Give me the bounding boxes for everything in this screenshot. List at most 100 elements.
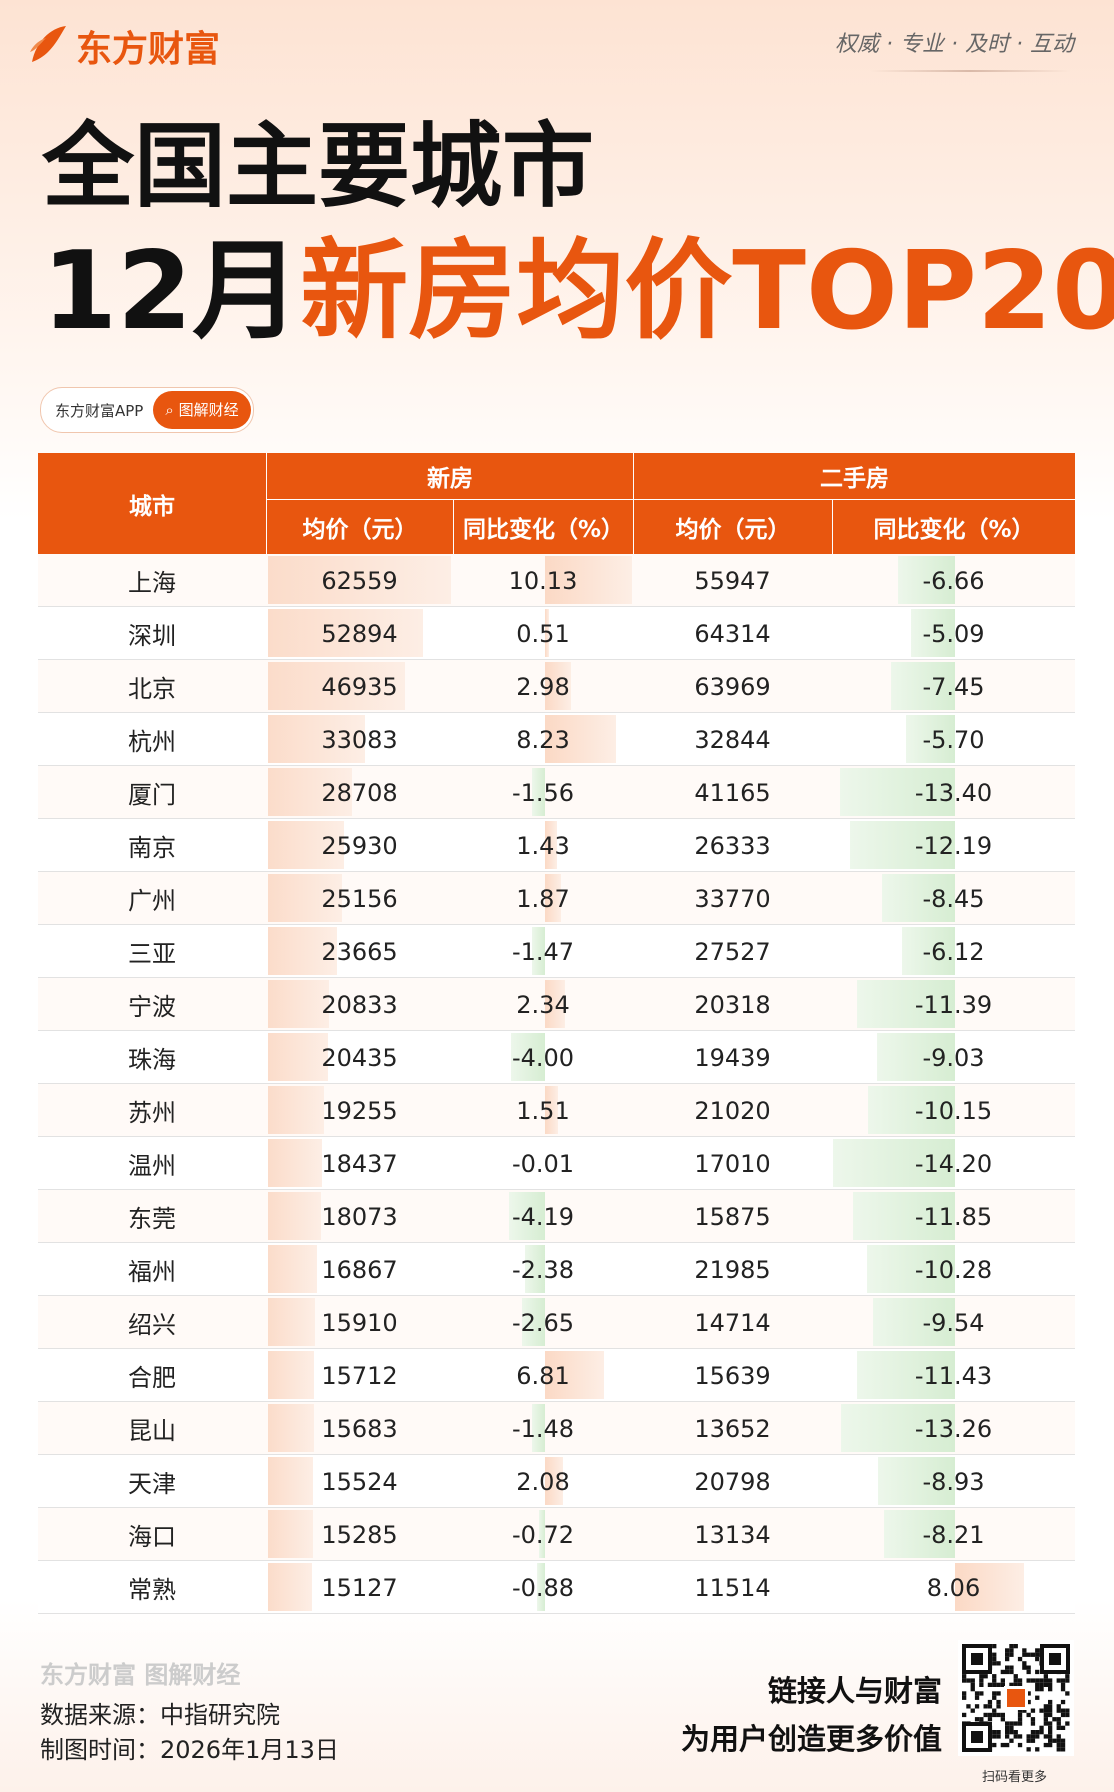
qr-module <box>1009 1644 1014 1649</box>
qr-module <box>1030 1708 1036 1713</box>
yoy-bar <box>839 768 955 816</box>
qr-module <box>1056 1747 1061 1752</box>
yoy-bar <box>531 768 545 816</box>
qr-module <box>1030 1652 1036 1657</box>
price-bar <box>268 1457 314 1505</box>
qr-module <box>1017 1742 1023 1748</box>
price-bar <box>268 1033 328 1081</box>
qr-module <box>1030 1721 1036 1726</box>
cell: -5.09 <box>922 619 985 648</box>
qr-module <box>983 1712 988 1718</box>
cell: 天津 <box>128 1470 176 1498</box>
cell: 15639 <box>694 1361 771 1390</box>
qr-module <box>996 1730 1001 1735</box>
date: 制图时间：2026年1月13日 <box>40 1736 339 1764</box>
yoy-bar <box>524 1245 545 1293</box>
qr-module <box>1013 1644 1018 1649</box>
qr-module <box>1060 1687 1066 1692</box>
cell: 63969 <box>694 672 771 701</box>
qr-module <box>962 1712 967 1718</box>
qr-module <box>1013 1721 1018 1726</box>
cell: -9.03 <box>922 1043 985 1072</box>
qr-module <box>1039 1687 1044 1692</box>
qr-module <box>1056 1708 1061 1713</box>
qr-module <box>974 1704 980 1709</box>
cell: 33770 <box>694 884 771 913</box>
cell: 温州 <box>128 1152 176 1180</box>
qr-module <box>1065 1721 1070 1726</box>
qr-module <box>983 1704 988 1709</box>
yoy-bar <box>878 1457 955 1505</box>
cell: 绍兴 <box>128 1311 176 1339</box>
table: 城市 新房 均价（元） 同比变化（%） 二手房 均价（元） 同比变化（%） 上海 62559 10… <box>38 453 1075 1614</box>
cell: 55947 <box>694 566 771 595</box>
qr-module <box>1017 1682 1023 1687</box>
cell: -1.56 <box>511 778 575 807</box>
qr-module <box>1056 1734 1061 1739</box>
header-sub: 均价（元） <box>267 500 453 554</box>
yoy-bar <box>882 874 955 922</box>
qr-module <box>974 1717 980 1722</box>
price-bar <box>268 1139 322 1187</box>
yoy-bar <box>532 1404 545 1452</box>
cell: 62559 <box>321 566 398 595</box>
row-bg <box>38 925 1075 978</box>
qr-module <box>1026 1691 1031 1696</box>
yoy-bar <box>856 1351 955 1399</box>
qr-module <box>1043 1742 1048 1748</box>
yoy-bar <box>884 1510 955 1558</box>
cell: -10.28 <box>914 1255 993 1284</box>
cell: 20435 <box>321 1043 398 1072</box>
cell: -4.19 <box>511 1202 575 1231</box>
yoy-bar <box>545 715 616 763</box>
qr-module <box>1013 1682 1018 1687</box>
yoy-bar <box>545 980 566 1028</box>
yoy-bar <box>955 1563 1025 1611</box>
qr-module <box>1007 1689 1025 1707</box>
price-bar <box>268 980 329 1028</box>
cell: 13134 <box>694 1520 771 1549</box>
cell: -11.85 <box>914 1202 993 1231</box>
cell: 21020 <box>694 1096 771 1125</box>
qr-module <box>1056 1704 1061 1709</box>
qr-module <box>992 1678 997 1683</box>
qr-module <box>1000 1682 1005 1687</box>
qr-module <box>1005 1656 1010 1662</box>
price-bar <box>268 1245 318 1293</box>
title-line1: 全国主要城市 <box>42 113 595 220</box>
cell: 23665 <box>321 937 398 966</box>
qr-module <box>962 1691 967 1696</box>
qr-module <box>1039 1708 1044 1713</box>
cell: 64314 <box>694 619 771 648</box>
qr-module <box>1048 1730 1053 1735</box>
cell: -1.47 <box>511 937 575 966</box>
row-bg <box>38 1561 1075 1614</box>
cell: 8.06 <box>926 1573 981 1602</box>
qr-module <box>1060 1742 1066 1748</box>
cell: -12.19 <box>914 831 993 860</box>
yoy-bar <box>890 662 955 710</box>
price-bar <box>268 715 365 763</box>
cell: 1.51 <box>516 1096 570 1125</box>
cell: -5.70 <box>922 725 985 754</box>
cell: 10.13 <box>508 566 578 595</box>
qr-module <box>1017 1656 1023 1662</box>
yoy-bar <box>850 821 955 869</box>
cell: 6.81 <box>516 1361 570 1390</box>
yoy-bar <box>537 1563 545 1611</box>
qr-module <box>1048 1721 1053 1726</box>
cell: 27527 <box>694 937 771 966</box>
cell: 深圳 <box>128 622 176 650</box>
qr-module <box>1039 1730 1044 1735</box>
yoy-bar <box>532 927 545 975</box>
yoy-bar <box>545 874 562 922</box>
qr-module <box>970 1687 975 1692</box>
yoy-bar <box>522 1298 545 1346</box>
qr-module <box>1060 1678 1066 1683</box>
qr-module <box>992 1734 997 1739</box>
header-sub: 同比变化（%） <box>454 500 633 554</box>
qr-module <box>987 1704 993 1709</box>
qr-module <box>1013 1730 1018 1735</box>
qr-module <box>1022 1708 1027 1713</box>
cell: 合肥 <box>128 1364 176 1392</box>
